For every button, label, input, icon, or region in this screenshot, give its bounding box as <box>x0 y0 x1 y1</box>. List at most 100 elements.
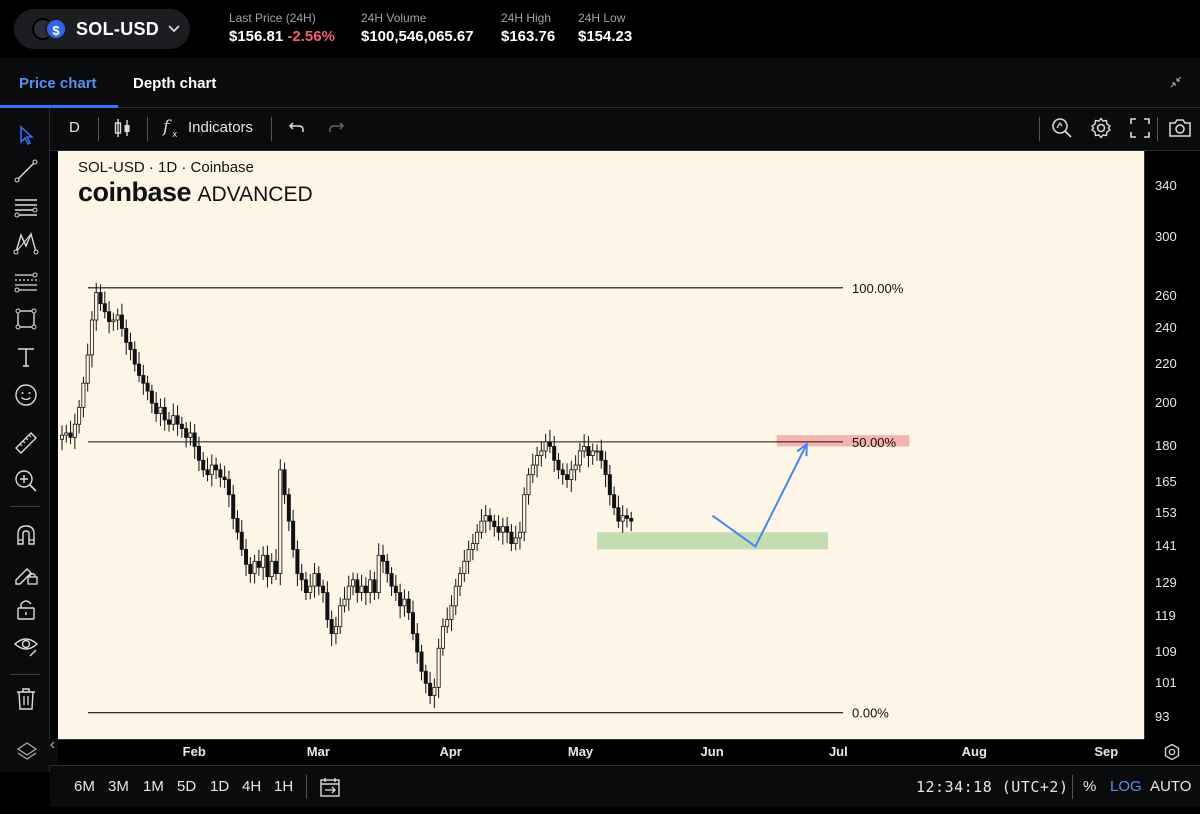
projection-path <box>711 443 808 548</box>
axis-settings-icon[interactable] <box>1144 739 1200 765</box>
indicators-button[interactable]: Indicators <box>188 119 254 136</box>
rectangle-tool-icon[interactable] <box>13 306 39 332</box>
candle-body <box>624 515 629 519</box>
stat-low: 24H Low $154.23 <box>578 11 633 45</box>
magnet-icon[interactable] <box>13 522 39 548</box>
price-tick-label: 180 <box>1155 438 1177 454</box>
candle-body <box>616 507 621 522</box>
candle-body <box>612 494 617 509</box>
candle-body <box>278 469 283 574</box>
chart-clock[interactable]: 12:34:18 (UTC+2) <box>916 778 1069 796</box>
price-tick-label: 93 <box>1155 709 1170 725</box>
pattern-tool-icon[interactable] <box>13 230 39 256</box>
chevron-down-icon <box>167 21 181 37</box>
candlestick-chart[interactable]: 100.00% 50.00% 0.00% <box>58 151 1144 739</box>
tab-price-chart[interactable]: Price chart <box>19 75 97 92</box>
active-tab-indicator <box>0 105 118 108</box>
candle-body <box>419 651 424 672</box>
object-tree-icon[interactable] <box>0 739 58 765</box>
tab-depth-chart[interactable]: Depth chart <box>133 75 217 92</box>
candle-body <box>231 494 236 519</box>
candle-body <box>509 531 514 545</box>
candle-body <box>526 474 531 496</box>
candle-body <box>286 494 291 522</box>
emoji-tool-icon[interactable] <box>13 382 39 408</box>
candle-body <box>487 515 492 522</box>
settings-gear-icon[interactable] <box>1089 116 1113 144</box>
camera-snapshot-icon[interactable] <box>1168 117 1192 143</box>
price-tick-label: 119 <box>1155 608 1176 624</box>
collapse-icon[interactable] <box>1170 76 1182 91</box>
range-6m-button[interactable]: 6M <box>74 778 95 795</box>
candle-body <box>167 419 172 425</box>
candle-body <box>492 520 497 528</box>
interval-button[interactable]: D <box>69 119 80 136</box>
range-4h-button[interactable]: 4H <box>242 778 262 795</box>
candle-body <box>248 563 253 574</box>
cursor-tool-icon[interactable] <box>13 122 39 148</box>
candle-body <box>107 311 112 323</box>
horizontal-lines-tool-icon[interactable] <box>13 194 39 220</box>
candle-body <box>372 579 377 594</box>
range-5d-button[interactable]: 5D <box>177 778 197 795</box>
unlock-icon[interactable] <box>13 596 39 622</box>
range-1h-button[interactable]: 1H <box>274 778 294 795</box>
pair-selector-button[interactable]: $ SOL-USD <box>14 9 190 49</box>
candle-body <box>273 560 278 574</box>
ruler-tool-icon[interactable] <box>13 430 39 456</box>
visibility-eye-icon[interactable] <box>13 632 39 658</box>
candle-body <box>89 319 94 356</box>
candle-body <box>214 464 219 471</box>
candle-body <box>119 314 124 329</box>
time-axis[interactable]: Feb Mar Apr May Jun Jul Aug Sep <box>58 739 1144 765</box>
auto-scale-toggle[interactable]: AUTO <box>1150 778 1192 795</box>
text-tool-icon[interactable] <box>13 344 39 370</box>
candle-body <box>261 554 266 568</box>
price-axis[interactable]: 340 300 260 240 220 200 180 165 153 141 129 119 109 1… <box>1144 151 1200 739</box>
fullscreen-icon[interactable] <box>1129 117 1151 143</box>
candle-body <box>218 469 223 478</box>
candle-body <box>295 549 300 574</box>
candle-body <box>179 423 184 429</box>
fib-retracement-tool-icon[interactable] <box>13 270 39 296</box>
quick-search-icon[interactable] <box>1050 116 1074 144</box>
candle-body <box>81 382 86 408</box>
range-1d-button[interactable]: 1D <box>210 778 230 795</box>
candle-body <box>440 626 445 649</box>
candle-type-icon[interactable] <box>114 117 132 143</box>
svg-text:x: x <box>172 130 178 140</box>
stat-last-price: Last Price (24H) $156.81 -2.56% <box>229 11 335 45</box>
candle-body <box>607 474 612 496</box>
trend-line-tool-icon[interactable] <box>13 158 39 184</box>
drawing-tools-sidebar <box>0 108 50 772</box>
zoom-in-icon[interactable] <box>13 468 39 494</box>
price-chart-canvas[interactable]: 100.00% 50.00% 0.00% SOL-USD · 1D · Coinba… <box>58 151 1144 739</box>
candle-body <box>428 682 433 697</box>
candle-body <box>154 402 159 414</box>
candle-body <box>590 450 595 457</box>
candle-body <box>244 549 249 565</box>
price-tick-label: 300 <box>1155 229 1177 244</box>
range-3m-button[interactable]: 3M <box>108 778 129 795</box>
undo-icon[interactable] <box>288 118 306 140</box>
candle-body <box>496 526 501 533</box>
candle-body <box>68 432 73 438</box>
candle-body <box>385 560 390 574</box>
candle-body <box>479 520 484 533</box>
lock-drawing-icon[interactable] <box>13 560 39 586</box>
resistance-zone <box>776 435 910 447</box>
trash-icon[interactable] <box>13 686 39 712</box>
log-scale-toggle[interactable]: LOG <box>1110 778 1142 795</box>
candle-body <box>60 434 65 440</box>
range-1m-button[interactable]: 1M <box>143 778 164 795</box>
percent-scale-toggle[interactable]: % <box>1083 778 1097 795</box>
date-range-calendar-icon[interactable] <box>319 776 341 802</box>
svg-text:f: f <box>162 117 172 137</box>
candle-body <box>346 585 351 600</box>
redo-icon[interactable] <box>327 118 345 140</box>
price-tick-label: 153 <box>1155 505 1177 521</box>
coinbase-advanced-logo: coinbase ADVANCED <box>78 177 313 207</box>
time-tick-label: Sep <box>1094 744 1119 759</box>
price-tick-label: 200 <box>1155 395 1177 411</box>
